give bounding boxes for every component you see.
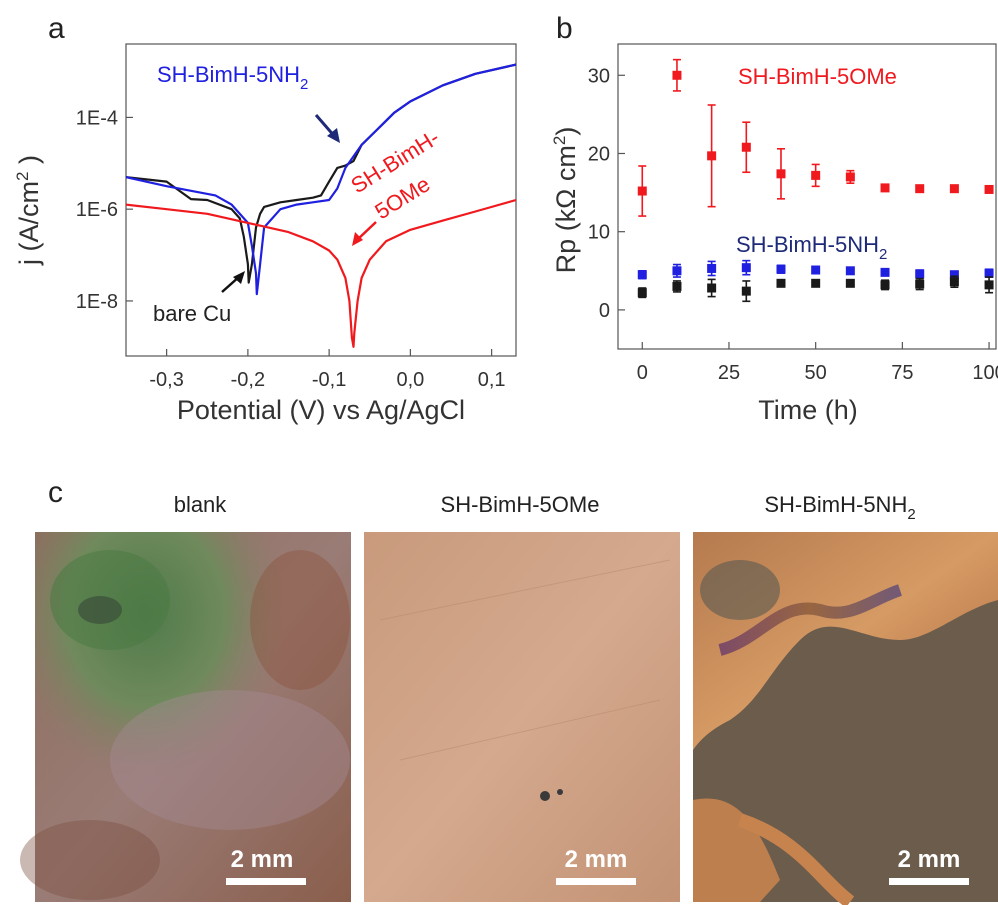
y-axis-label-b: Rp (kΩ cm2) <box>550 127 581 274</box>
data-point-sh-bimh-5nh <box>984 268 994 278</box>
panel-b: b 0 25 50 75 100 0 10 20 30 Time (h) Rp (kΩ cm2… <box>550 12 998 425</box>
photo-title-5nh2: SH-BimH-5NH2 <box>764 492 915 523</box>
data-point-sh-bimh-5ome <box>672 70 682 80</box>
panel-label-b: b <box>556 12 573 45</box>
data-point-bare-cu <box>776 278 786 288</box>
data-point-sh-bimh-5nh <box>845 266 855 276</box>
y-tick-label-b: 10 <box>588 222 610 244</box>
photo-5ome <box>364 532 680 902</box>
x-tick-label-a: -0,2 <box>231 369 265 391</box>
panel-c: c blank SH-BimH-5OMe SH-BimH-5NH2 <box>20 476 998 905</box>
series-group-a <box>126 63 516 348</box>
axis-ticks-b <box>618 74 990 349</box>
data-point-bare-cu <box>949 277 959 287</box>
x-tick-label-b: 25 <box>718 362 740 384</box>
data-point-bare-cu <box>984 280 994 290</box>
data-point-sh-bimh-5nh <box>672 266 682 276</box>
data-point-sh-bimh-5ome <box>707 151 717 161</box>
svg-text:2 mm: 2 mm <box>565 846 628 873</box>
photo-title-5ome: SH-BimH-5OMe <box>441 492 600 517</box>
arrow-head-bare-cu <box>233 271 245 284</box>
x-tick-label-a: 0,1 <box>478 369 506 391</box>
data-point-sh-bimh-5nh <box>637 270 647 280</box>
data-point-sh-bimh-5nh <box>949 270 959 280</box>
data-point-sh-bimh-5nh <box>880 267 890 277</box>
data-point-bare-cu <box>915 279 925 289</box>
data-point-sh-bimh-5nh <box>776 264 786 274</box>
series-line-bare-cu <box>126 63 516 284</box>
svg-text:2 mm: 2 mm <box>231 846 294 873</box>
x-tick-labels-a: -0,3 -0,2 -0,1 0,0 0,1 <box>149 369 505 391</box>
panel-label-a: a <box>48 12 65 45</box>
data-point-bare-cu <box>672 281 682 291</box>
x-tick-labels-b: 0 25 50 75 100 <box>637 362 998 384</box>
data-point-sh-bimh-5ome <box>880 183 890 193</box>
x-tick-label-a: -0,3 <box>149 369 183 391</box>
x-tick-label-b: 50 <box>805 362 827 384</box>
series-group-b <box>637 58 994 303</box>
data-point-bare-cu <box>880 280 890 290</box>
svg-text:2 mm: 2 mm <box>898 846 961 873</box>
arrow-head-5nh2 <box>327 128 340 143</box>
y-tick-labels-a: 1E-4 1E-6 1E-8 <box>76 107 118 313</box>
data-point-bare-cu <box>707 283 717 293</box>
panel-label-c: c <box>48 476 63 509</box>
scale-bar-5nh2: 2 mm <box>889 846 969 885</box>
data-point-sh-bimh-5ome <box>776 169 786 179</box>
series-line-sh-bimh-5ome <box>126 198 516 348</box>
photo-5nh2 <box>693 532 998 905</box>
y-axis-label-a: j (A/cm2 ) <box>13 155 44 266</box>
y-tick-label-b: 30 <box>588 65 610 87</box>
x-tick-label-a: 0,0 <box>396 369 424 391</box>
y-tick-label-b: 20 <box>588 143 610 165</box>
data-point-sh-bimh-5ome <box>949 184 959 194</box>
x-tick-label-b: 100 <box>972 362 998 384</box>
scale-bar-5ome: 2 mm <box>556 846 636 885</box>
data-point-sh-bimh-5ome <box>845 172 855 182</box>
y-tick-labels-b: 0 10 20 30 <box>588 65 610 322</box>
data-point-sh-bimh-5ome <box>811 170 821 180</box>
data-point-sh-bimh-5ome <box>637 186 647 196</box>
arrow-5ome <box>356 221 377 241</box>
x-axis-label-b: Time (h) <box>758 395 858 425</box>
data-point-sh-bimh-5nh <box>915 269 925 279</box>
data-point-sh-bimh-5ome <box>984 184 994 194</box>
data-point-bare-cu <box>845 278 855 288</box>
photo-title-blank: blank <box>174 492 228 517</box>
y-tick-label-a: 1E-8 <box>76 291 118 313</box>
data-point-bare-cu <box>637 288 647 298</box>
x-tick-label-b: 75 <box>891 362 913 384</box>
data-point-bare-cu <box>741 286 751 296</box>
annotation-b-sh-bimh-5nh2: SH-BimH-5NH2 <box>736 232 887 263</box>
data-point-sh-bimh-5nh <box>707 263 717 273</box>
axis-ticks-a <box>126 116 493 356</box>
scale-bar-blank: 2 mm <box>226 846 306 885</box>
x-axis-label-a: Potential (V) vs Ag/AgCl <box>177 395 465 425</box>
x-tick-label-a: -0,1 <box>312 369 346 391</box>
annotation-b-sh-bimh-5ome: SH-BimH-5OMe <box>738 64 897 89</box>
data-point-bare-cu <box>811 278 821 288</box>
data-point-sh-bimh-5ome <box>741 142 751 152</box>
photo-blank <box>20 532 351 902</box>
y-tick-label-a: 1E-6 <box>76 199 118 221</box>
data-point-sh-bimh-5nh <box>811 265 821 275</box>
panel-a: a -0,3 -0,2 -0,1 0,0 0,1 1E-4 1E-6 1E-8 Potent… <box>13 12 517 425</box>
x-tick-label-b: 0 <box>637 362 648 384</box>
y-tick-label-a: 1E-4 <box>76 107 118 129</box>
annotation-sh-bimh-5nh2: SH-BimH-5NH2 <box>157 62 308 93</box>
annotation-bare-cu: bare Cu <box>153 301 231 326</box>
y-tick-label-b: 0 <box>599 300 610 322</box>
data-point-sh-bimh-5nh <box>741 263 751 273</box>
plot-frame-b <box>617 43 997 350</box>
series-line-sh-bimh-5nh <box>126 63 516 296</box>
data-point-sh-bimh-5ome <box>915 184 925 194</box>
arrow-head-5ome <box>352 232 363 246</box>
